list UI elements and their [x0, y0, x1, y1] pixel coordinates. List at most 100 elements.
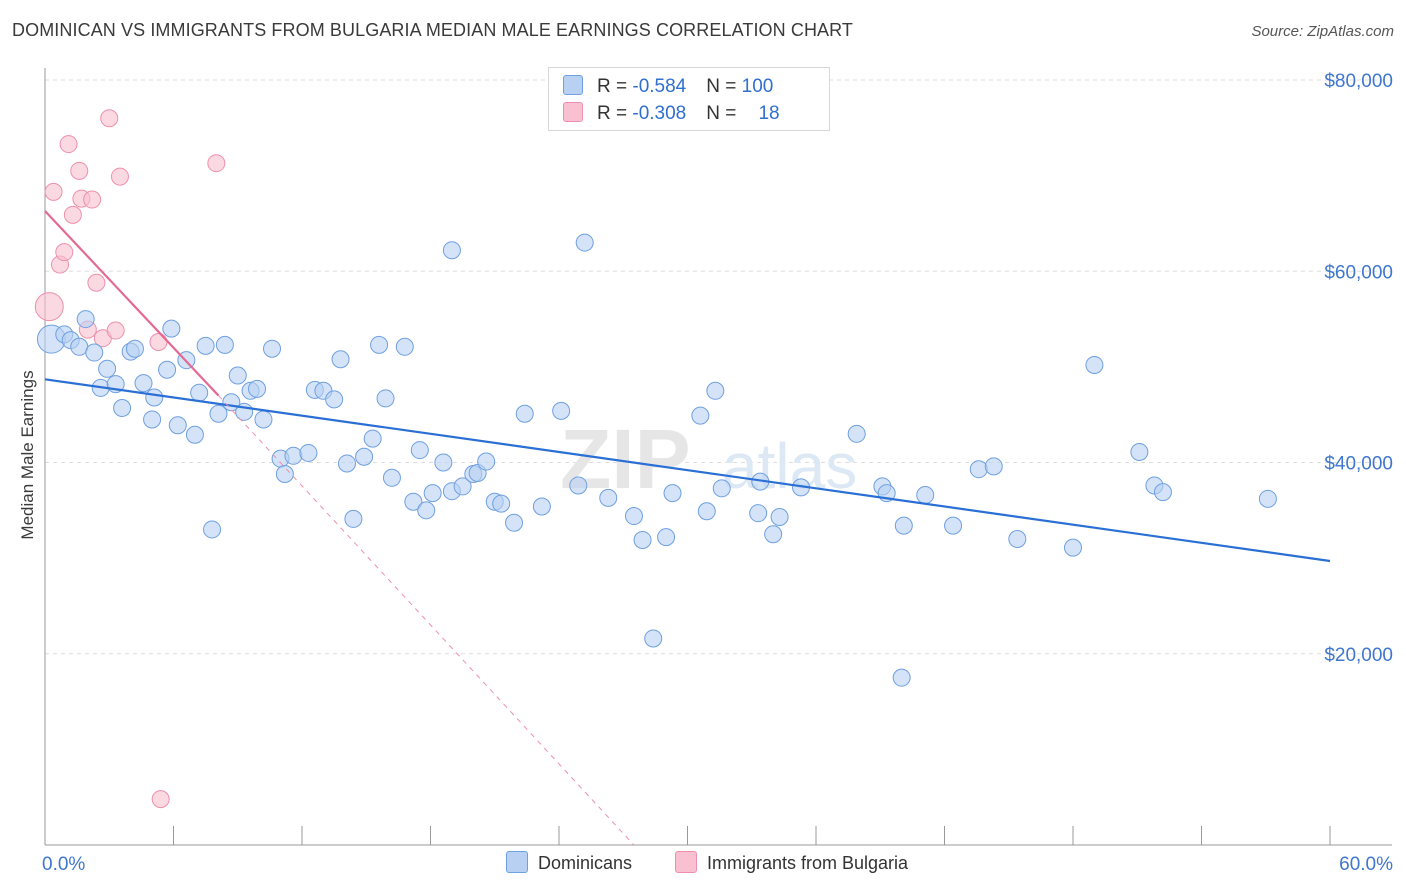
pink-swatch — [675, 851, 697, 873]
data-point-dominican — [363, 429, 382, 448]
data-point-dominican — [575, 233, 594, 252]
trend-line-dominicans — [44, 378, 1331, 563]
data-point-bulgaria — [151, 790, 170, 809]
data-point-bulgaria — [44, 182, 63, 201]
n-value: 18 — [758, 103, 780, 124]
data-point-dominican — [1085, 355, 1104, 374]
data-point-dominican — [633, 530, 652, 549]
chart-title: DOMINICAN VS IMMIGRANTS FROM BULGARIA ME… — [12, 20, 854, 40]
data-point-dominican — [203, 520, 222, 539]
data-point-dominican — [168, 416, 187, 435]
y-tick-label: $60,000 — [1324, 262, 1393, 283]
data-point-dominican — [657, 528, 676, 547]
data-point-dominican — [254, 410, 273, 429]
data-point-dominican — [85, 343, 104, 362]
data-point-dominican — [697, 502, 716, 521]
blue-swatch — [506, 851, 528, 873]
legend-label: Dominicans — [538, 853, 633, 873]
data-point-dominican — [969, 460, 988, 479]
data-point-dominican — [113, 398, 132, 417]
data-point-bulgaria — [106, 321, 125, 340]
grid-lines — [45, 79, 1392, 655]
bulgaria-points — [34, 109, 226, 809]
data-point-dominican — [770, 508, 789, 527]
axes — [44, 68, 1392, 846]
data-point-bulgaria — [63, 205, 82, 224]
data-point-dominican — [143, 410, 162, 429]
y-tick-label: $80,000 — [1324, 71, 1393, 92]
n-label: N = — [706, 103, 742, 124]
data-point-dominican — [395, 337, 414, 356]
data-point-dominican — [624, 507, 643, 526]
data-point-dominican — [145, 388, 164, 407]
data-point-bulgaria — [59, 135, 78, 154]
data-point-dominican — [477, 452, 496, 471]
n-label: N = — [706, 76, 742, 97]
data-point-dominican — [355, 447, 374, 466]
data-point-bulgaria — [207, 154, 226, 173]
blue-swatch — [563, 75, 583, 95]
data-point-dominican — [417, 501, 436, 520]
data-point-dominican — [442, 241, 461, 260]
data-point-dominican — [158, 360, 177, 379]
data-point-dominican — [275, 464, 294, 483]
x-tick-label: 0.0% — [42, 854, 85, 875]
data-point-dominican — [712, 479, 731, 498]
data-point-dominican — [196, 336, 215, 355]
data-point-dominican — [1258, 489, 1277, 508]
legend-item-dominicans[interactable]: Dominicans — [506, 851, 632, 874]
data-point-dominican — [190, 383, 209, 402]
legend-row-dominicans: R = -0.584 N = 100 — [563, 75, 773, 99]
data-point-bulgaria — [110, 167, 129, 186]
data-point-dominican — [228, 366, 247, 385]
data-point-dominican — [764, 525, 783, 544]
data-point-dominican — [376, 389, 395, 408]
data-point-dominican — [1008, 530, 1027, 548]
data-point-dominican — [299, 443, 318, 462]
data-point-dominican — [70, 337, 89, 356]
data-point-dominican — [552, 401, 571, 420]
trend-line-bulgaria — [44, 210, 220, 397]
data-point-dominican — [1153, 483, 1172, 502]
data-point-dominican — [1064, 538, 1082, 557]
data-point-dominican — [984, 457, 1003, 476]
data-point-dominican — [248, 379, 267, 398]
tick-labels: $20,000 $40,000 $60,000 $80,000 0.0% 60.0% — [42, 71, 1393, 875]
data-point-dominican — [125, 339, 144, 358]
data-point-dominican — [134, 374, 153, 393]
series-legend: Dominicans Immigrants from Bulgaria — [0, 851, 1406, 877]
data-point-dominican — [215, 335, 234, 354]
data-point-dominican — [404, 492, 423, 511]
r-label: R = — [597, 103, 633, 124]
legend-item-bulgaria[interactable]: Immigrants from Bulgaria — [675, 851, 908, 874]
data-point-dominican — [894, 516, 913, 535]
data-point-dominican — [98, 359, 117, 378]
data-point-dominican — [892, 668, 911, 687]
data-point-dominican — [706, 381, 725, 400]
data-point-bulgaria — [87, 273, 106, 292]
source-label: Source: ZipAtlas.com — [1251, 23, 1394, 40]
x-tick-label: 60.0% — [1339, 854, 1393, 875]
data-point-dominican — [263, 339, 282, 358]
n-value: 100 — [741, 76, 774, 97]
r-label: R = — [597, 76, 633, 97]
data-point-bulgaria — [55, 243, 74, 262]
data-point-bulgaria — [34, 292, 64, 322]
data-point-dominican — [162, 319, 181, 338]
data-point-dominican — [453, 477, 472, 496]
data-point-dominican — [644, 629, 663, 648]
data-point-dominican — [331, 350, 350, 369]
data-point-bulgaria — [83, 190, 102, 209]
data-point-dominican — [749, 504, 768, 523]
pink-swatch — [563, 102, 583, 122]
data-point-dominican — [434, 453, 453, 472]
data-point-bulgaria — [100, 109, 119, 128]
trend-lines — [44, 210, 1331, 846]
data-point-dominican — [284, 446, 303, 465]
data-point-dominican — [1130, 442, 1149, 461]
data-point-dominican — [337, 454, 356, 473]
trend-extension-bulgaria — [218, 395, 635, 846]
dominican-points — [36, 233, 1277, 687]
data-point-dominican — [185, 425, 204, 444]
